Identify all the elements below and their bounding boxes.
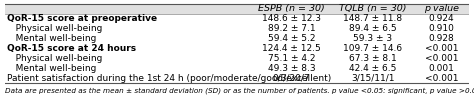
Text: 67.3 ± 8.1: 67.3 ± 8.1 [349,54,397,63]
Text: 89.4 ± 6.5: 89.4 ± 6.5 [349,24,397,33]
Text: 59.3 ± 3: 59.3 ± 3 [353,34,392,43]
Text: 124.4 ± 12.5: 124.4 ± 12.5 [262,44,321,53]
Text: <0.001: <0.001 [425,44,458,53]
Text: 109.7 ± 14.6: 109.7 ± 14.6 [343,44,402,53]
Text: p value: p value [424,4,459,13]
Text: Physical well-being: Physical well-being [7,24,102,33]
Text: TQLB (n = 30): TQLB (n = 30) [339,4,407,13]
Text: 148.6 ± 12.3: 148.6 ± 12.3 [262,14,321,23]
Text: 0.910: 0.910 [428,24,454,33]
Text: QoR-15 score at 24 hours: QoR-15 score at 24 hours [7,44,136,53]
Text: 0/3/20/7: 0/3/20/7 [273,74,310,83]
Text: 75.1 ± 4.2: 75.1 ± 4.2 [268,54,315,63]
Text: <0.001: <0.001 [425,74,458,83]
Text: 89.2 ± 7.1: 89.2 ± 7.1 [268,24,315,33]
Text: Data are presented as the mean ± standard deviation (SD) or as the number of pat: Data are presented as the mean ± standar… [5,87,474,94]
Text: Physical well-being: Physical well-being [7,54,102,63]
Text: 0.924: 0.924 [428,14,454,23]
Text: 59.4 ± 5.2: 59.4 ± 5.2 [268,34,315,43]
Text: QoR-15 score at preoperative: QoR-15 score at preoperative [7,14,157,23]
Text: 49.3 ± 8.3: 49.3 ± 8.3 [268,64,315,73]
Bar [5,4,469,14]
Text: ESPB (n = 30): ESPB (n = 30) [258,4,325,13]
Text: <0.001: <0.001 [425,54,458,63]
Text: 0.001: 0.001 [428,64,454,73]
Text: Patient satisfaction during the 1st 24 h (poor/moderate/good/excellent): Patient satisfaction during the 1st 24 h… [7,74,331,83]
Text: 148.7 ± 11.8: 148.7 ± 11.8 [343,14,402,23]
Text: Mental well-being: Mental well-being [7,64,96,73]
Text: 3/15/11/1: 3/15/11/1 [351,74,395,83]
Text: Mental well-being: Mental well-being [7,34,96,43]
Text: 42.4 ± 6.5: 42.4 ± 6.5 [349,64,397,73]
Text: 0.928: 0.928 [428,34,454,43]
